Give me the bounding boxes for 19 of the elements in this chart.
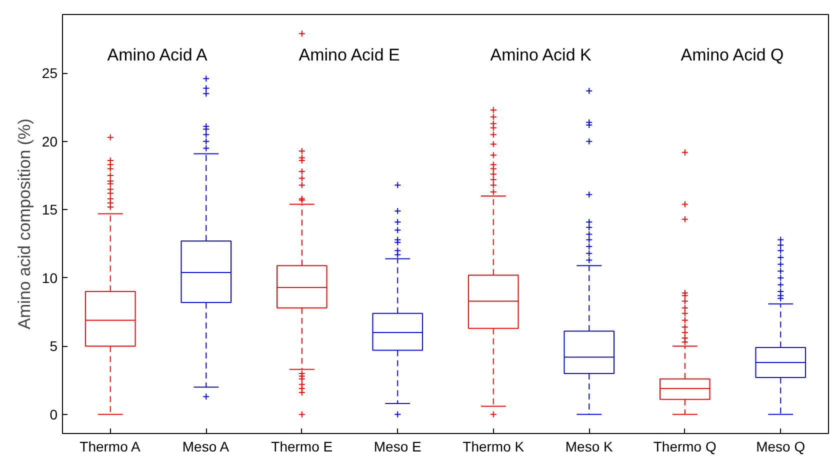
x-tick-label: Meso Q bbox=[756, 438, 806, 454]
y-tick-label: 15 bbox=[42, 202, 58, 218]
annotation: Amino Acid K bbox=[490, 46, 592, 64]
x-tick-label: Meso A bbox=[182, 438, 230, 454]
x-tick-label: Thermo K bbox=[462, 438, 525, 454]
y-tick-label: 10 bbox=[42, 270, 58, 286]
annotation: Amino Acid A bbox=[107, 46, 208, 64]
y-axis-title: Amino acid composition (%) bbox=[14, 118, 34, 330]
annotation: Amino Acid E bbox=[298, 46, 400, 64]
x-tick-label: Thermo A bbox=[80, 438, 141, 454]
y-tick-label: 20 bbox=[42, 133, 58, 150]
annotation: Amino Acid Q bbox=[680, 46, 784, 64]
x-tick-label: Thermo Q bbox=[653, 438, 716, 454]
y-tick-label: 0 bbox=[50, 406, 58, 422]
x-tick-label: Meso E bbox=[374, 438, 422, 454]
x-tick-label: Meso K bbox=[565, 438, 614, 454]
y-tick-label: 25 bbox=[42, 65, 58, 82]
y-tick-label: 5 bbox=[50, 338, 58, 354]
x-tick-label: Thermo E bbox=[271, 438, 333, 454]
